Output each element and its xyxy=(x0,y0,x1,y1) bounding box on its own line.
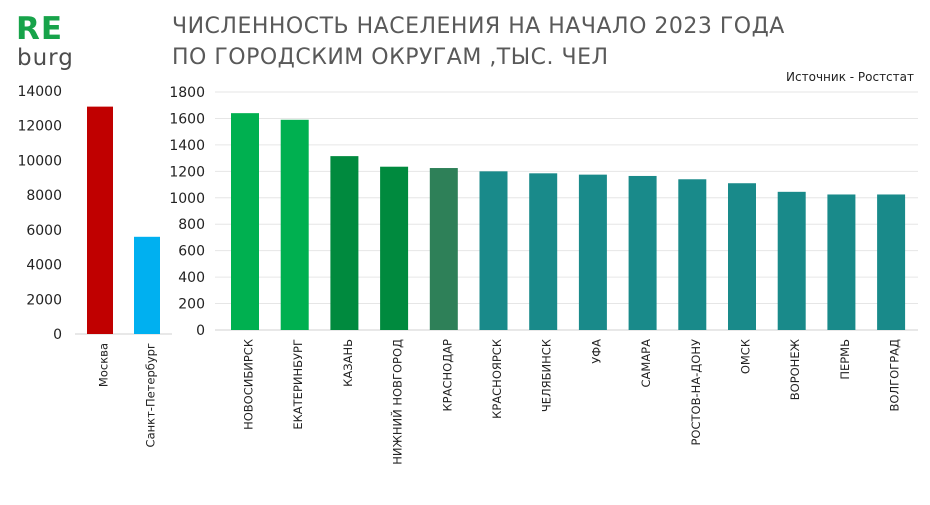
right-bar xyxy=(380,166,409,330)
left-y-tick-label: 0 xyxy=(53,327,62,343)
right-bar xyxy=(578,174,607,330)
right-y-tick-label: 400 xyxy=(178,270,205,286)
right-bar xyxy=(827,194,856,330)
right-bar xyxy=(678,179,707,330)
right-category-label: ВОРОНЕЖ xyxy=(788,338,802,400)
left-y-tick-label: 6000 xyxy=(26,223,62,239)
right-category-label: КАЗАНЬ xyxy=(341,339,355,387)
right-category-label: КРАСНОДАР xyxy=(440,339,454,412)
right-bar xyxy=(231,113,259,331)
right-category-label: ЧЕЛЯБИНСК xyxy=(540,339,554,412)
right-category-label: ВОЛГОГРАД xyxy=(888,339,902,411)
chart-title-line-1: ЧИСЛЕННОСТЬ НАСЕЛЕНИЯ НА НАЧАЛО 2023 ГОД… xyxy=(172,14,785,39)
right-bar xyxy=(728,183,756,330)
right-category-label: ОМСК xyxy=(739,339,753,374)
left-category-label: Санкт-Петербург xyxy=(144,343,158,447)
right-y-tick-label: 1200 xyxy=(169,164,205,180)
right-category-label: КРАСНОЯРСК xyxy=(490,339,504,419)
right-y-tick-label: 200 xyxy=(178,297,205,313)
right-category-label: НОВОСИБИРСК xyxy=(242,339,256,430)
right-y-tick-label: 800 xyxy=(178,217,205,233)
right-y-tick-label: 600 xyxy=(178,244,205,260)
left-bar xyxy=(87,106,113,334)
left-y-tick-label: 12000 xyxy=(17,119,62,135)
right-y-tick-label: 1400 xyxy=(169,138,205,154)
logo-burg-text: burg xyxy=(17,45,74,71)
left-bar xyxy=(134,236,160,334)
right-bar xyxy=(280,119,309,331)
right-bar xyxy=(877,194,906,330)
logo-re-text: RE xyxy=(16,11,64,47)
right-category-label: САМАРА xyxy=(639,339,653,388)
left-y-tick-label: 8000 xyxy=(26,188,62,204)
left-y-tick-label: 10000 xyxy=(17,153,62,169)
right-bar xyxy=(529,173,558,330)
right-bar xyxy=(777,191,806,330)
chart-title-line-2: ПО ГОРОДСКИМ ОКРУГАМ ,ТЫС. ЧЕЛ xyxy=(172,45,609,70)
right-category-label: НИЖНИЙ НОВГОРОД xyxy=(390,339,405,465)
left-y-tick-label: 2000 xyxy=(26,292,62,308)
reburg-logo: RE burg xyxy=(16,12,76,72)
right-y-tick-label: 1000 xyxy=(169,191,205,207)
right-y-tick-label: 1600 xyxy=(169,111,205,127)
left-category-label: Москва xyxy=(97,343,111,387)
right-y-tick-label: 1800 xyxy=(169,85,205,101)
right-category-label: ЕКАТЕРИНБУРГ xyxy=(291,339,305,430)
left-y-tick-label: 4000 xyxy=(26,258,62,274)
right-bar xyxy=(330,156,359,330)
right-bar xyxy=(479,171,508,330)
right-bar xyxy=(628,175,657,330)
right-bar xyxy=(429,168,458,330)
right-category-label: ПЕРМЬ xyxy=(838,339,852,380)
right-category-label: УФА xyxy=(589,339,603,364)
source-note: Источник - Ростстат xyxy=(786,70,914,84)
left-y-tick-label: 14000 xyxy=(17,84,62,100)
right-y-tick-label: 0 xyxy=(196,323,205,339)
right-category-label: РОСТОВ-НА-ДОНУ xyxy=(689,339,703,446)
